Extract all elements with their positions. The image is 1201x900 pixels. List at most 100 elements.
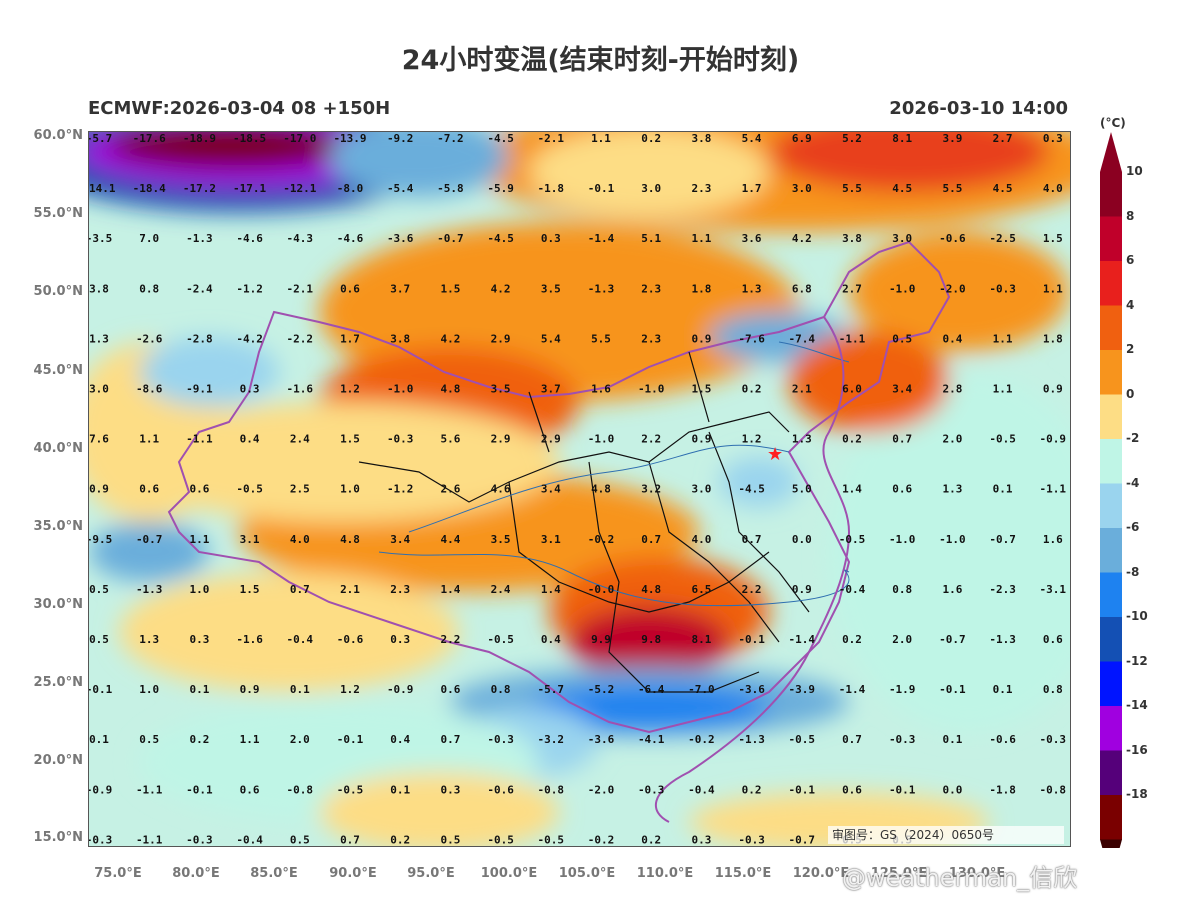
grid-value: -0.5 [487, 833, 513, 846]
coastline [654, 316, 851, 823]
grid-values: -5.7 -17.6 -18.9 -18.5 -17.0 -13.9 -9.2 -7.2 -4.… [89, 132, 1066, 846]
colorbar-tick-label: 10 [1126, 164, 1143, 178]
grid-value: -0.3 [638, 783, 665, 796]
grid-value: -13.9 [333, 132, 366, 145]
grid-value: 0.2 [842, 433, 862, 446]
temperature-change-map: ★ -5.7-17.6-18.9-18.5-17.0-13.9-9.2-7.2-… [88, 131, 1071, 847]
grid-value: 0.0 [942, 783, 962, 796]
grid-value: 3.1 [541, 533, 561, 546]
grid-value: 1.3 [89, 332, 109, 345]
grid-value: -2.1 [287, 282, 314, 295]
colorbar-unit: (°C) [1100, 116, 1126, 130]
grid-value: 0.2 [189, 733, 209, 746]
grid-value: 1.6 [591, 383, 611, 396]
grid-value: 0.2 [641, 132, 661, 145]
grid-value: -0.3 [1040, 733, 1067, 746]
grid-value: 0.8 [491, 683, 511, 696]
lat-label: 50.0°N [33, 284, 83, 299]
grid-value: -4.5 [738, 483, 765, 496]
grid-value: -1.3 [738, 733, 765, 746]
grid-value: 0.1 [189, 683, 209, 696]
colorbar-bottom-arrow [1100, 839, 1122, 848]
grid-value: -9.2 [387, 132, 414, 145]
grid-value: 7.0 [139, 232, 159, 245]
grid-value: 2.0 [942, 433, 962, 446]
grid-value: -0.2 [688, 733, 715, 746]
lat-label: 55.0°N [33, 206, 83, 221]
grid-value: 3.8 [390, 332, 410, 345]
grid-value: -4.1 [638, 733, 665, 746]
grid-value: 0.9 [691, 433, 711, 446]
grid-value: 2.2 [641, 433, 661, 446]
grid-value: -0.9 [387, 683, 414, 696]
red-star-marker: ★ [767, 444, 783, 465]
colorbar-segment [1100, 661, 1122, 707]
grid-value: -0.1 [789, 783, 816, 796]
grid-value: 3.6 [742, 232, 762, 245]
grid-value: -17.1 [233, 182, 266, 195]
colorbar-segment [1100, 439, 1122, 484]
grid-value: -0.3 [487, 733, 513, 746]
grid-value: -0.1 [738, 633, 765, 646]
grid-value: -3.6 [738, 683, 765, 696]
grid-value: -3.5 [89, 232, 112, 245]
grid-value: 1.1 [993, 383, 1013, 396]
grid-value: 2.3 [390, 583, 410, 596]
grid-value: 8.1 [691, 633, 711, 646]
grid-value: 1.0 [139, 683, 159, 696]
colorbar-tick-label: 2 [1126, 342, 1135, 356]
grid-value: -0.2 [588, 533, 615, 546]
grid-value: -0.3 [738, 833, 765, 846]
grid-value: 1.1 [189, 533, 209, 546]
grid-value: 2.7 [993, 132, 1013, 145]
colorbar-segment [1100, 483, 1122, 529]
province-boundaries [358, 351, 810, 693]
grid-value: 1.8 [1043, 332, 1063, 345]
colorbar-segment [1100, 795, 1122, 840]
grid-value: -5.2 [588, 683, 615, 696]
grid-value: -1.0 [588, 433, 615, 446]
grid-value: 0.4 [240, 433, 260, 446]
grid-value: 0.8 [139, 282, 159, 295]
grid-value: -0.8 [287, 783, 314, 796]
grid-value: -2.2 [287, 332, 314, 345]
grid-value: 3.7 [390, 282, 410, 295]
grid-value: -5.7 [89, 132, 112, 145]
colorbar-tick-label: -18 [1126, 787, 1148, 801]
grid-value: -18.5 [233, 132, 266, 145]
colorbar-tick-label: -16 [1126, 742, 1148, 757]
grid-value: 0.2 [390, 833, 410, 846]
grid-value: 0.9 [240, 683, 260, 696]
grid-value: 3.0 [691, 483, 711, 496]
grid-value: -4.5 [487, 232, 513, 245]
colorbar-tick-label: -6 [1126, 520, 1140, 534]
lat-label: 60.0°N [33, 128, 83, 143]
grid-value: 0.7 [742, 533, 762, 546]
grid-value: -4.6 [337, 232, 364, 245]
grid-value: 0.6 [340, 282, 360, 295]
grid-value: -7.6 [738, 332, 765, 345]
grid-value: 0.1 [942, 733, 962, 746]
grid-value: -0.0 [588, 583, 615, 596]
colorbar-segment [1100, 172, 1122, 217]
colorbar-segment [1100, 305, 1122, 351]
lon-label: 100.0°E [480, 866, 538, 881]
grid-value: 2.0 [290, 733, 310, 746]
grid-value: -2.6 [136, 332, 163, 345]
grid-value: 0.3 [541, 232, 561, 245]
lon-label: 90.0°E [329, 866, 377, 881]
grid-value: -0.1 [889, 783, 916, 796]
grid-value: -1.0 [889, 533, 916, 546]
grid-value: -1.8 [989, 783, 1016, 796]
grid-value: -1.0 [889, 282, 916, 295]
colorbar-tick-label: 8 [1126, 208, 1135, 223]
grid-value: -1.0 [939, 533, 966, 546]
grid-value: -2.5 [989, 232, 1016, 245]
grid-value: 0.3 [189, 633, 209, 646]
grid-value: -1.4 [789, 633, 816, 646]
colorbar-tick-label: 0 [1126, 386, 1135, 401]
grid-value: -1.8 [538, 182, 565, 195]
grid-value: 6.9 [792, 132, 812, 145]
grid-value: -1.1 [136, 833, 163, 846]
grid-value: 1.5 [440, 282, 460, 295]
